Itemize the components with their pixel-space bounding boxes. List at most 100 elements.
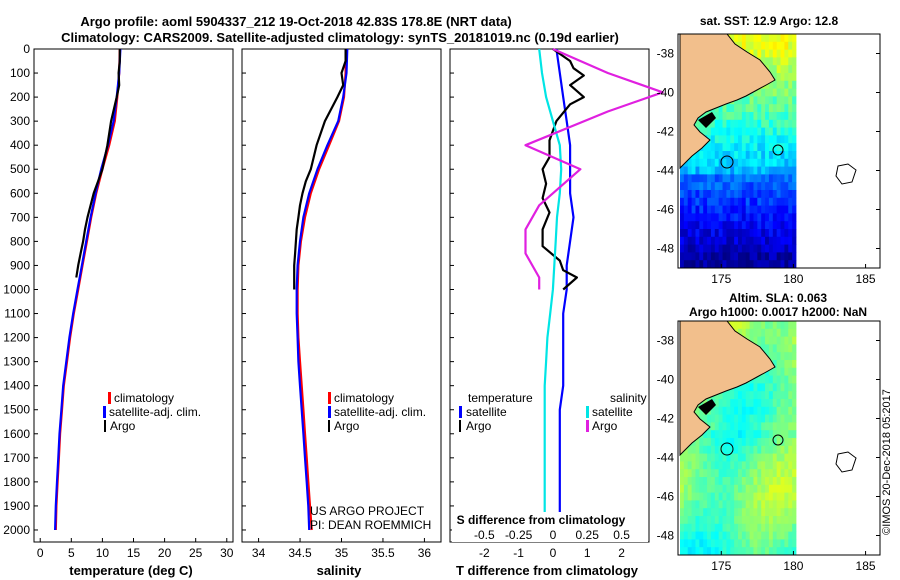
heatmap-cell — [741, 158, 747, 167]
heatmap-cell — [784, 469, 789, 478]
heatmap-cell — [738, 182, 743, 191]
heatmap-cell — [749, 391, 754, 400]
heatmap-cell — [714, 461, 720, 470]
heatmap-cell — [749, 174, 754, 183]
heatmap-cell — [730, 213, 735, 222]
legend-swatch-climatology — [328, 392, 331, 404]
heatmap-cell — [687, 516, 692, 525]
heatmap-cell — [699, 500, 704, 509]
heatmap-cell — [749, 143, 754, 152]
heatmap-cell — [741, 112, 747, 121]
legend-swatch-argo — [328, 420, 330, 432]
heatmap-cell — [749, 197, 754, 206]
heatmap-cell — [792, 119, 797, 128]
heatmap-cell — [738, 500, 743, 509]
heatmap-cell — [714, 158, 720, 167]
heatmap-cell — [714, 391, 720, 400]
heatmap-cell — [714, 119, 720, 128]
heatmap-cell — [780, 135, 785, 144]
heatmap-cell — [765, 260, 770, 269]
heatmap-cell — [734, 205, 739, 214]
heatmap-cell — [776, 158, 781, 167]
heatmap-cell — [772, 383, 778, 392]
heatmap-cell — [784, 399, 789, 408]
heatmap-cell — [780, 516, 785, 525]
heatmap-cell — [792, 367, 797, 376]
heatmap-cell — [784, 516, 789, 525]
heatmap-cell — [780, 244, 785, 253]
heatmap-cell — [792, 80, 797, 89]
heatmap-cell — [761, 112, 766, 121]
heatmap-cell — [765, 500, 770, 509]
heatmap-cell — [780, 430, 785, 439]
heatmap-cell — [784, 391, 789, 400]
heatmap-cell — [745, 422, 750, 431]
heatmap-cell — [772, 336, 778, 345]
heatmap-cell — [741, 321, 747, 330]
heatmap-cell — [738, 197, 743, 206]
heatmap-cell — [726, 221, 731, 230]
heatmap-cell — [761, 430, 766, 439]
heatmap-cell — [745, 383, 750, 392]
heatmap-cell — [772, 321, 778, 330]
heatmap-cell — [710, 135, 716, 144]
heatmap-cell — [776, 438, 781, 447]
heatmap-cell — [784, 57, 789, 66]
difference-legend: temperature satellite Argo salinity sate… — [459, 391, 647, 433]
heatmap-cell — [788, 321, 793, 330]
depth-tick-label: 1700 — [3, 451, 30, 465]
heatmap-cell — [745, 104, 750, 113]
heatmap-cell — [718, 221, 723, 230]
heatmap-cell — [714, 135, 720, 144]
heatmap-cell — [695, 236, 700, 245]
heatmap-cell — [792, 422, 797, 431]
heatmap-cell — [726, 182, 731, 191]
heatmap-cell — [772, 119, 778, 128]
heatmap-cell — [710, 438, 716, 447]
heatmap-cell — [734, 104, 739, 113]
heatmap-cell — [683, 182, 689, 191]
heatmap-cell — [687, 445, 692, 454]
heatmap-cell — [718, 127, 723, 136]
heatmap-cell — [710, 414, 716, 423]
heatmap-cell — [707, 244, 712, 253]
heatmap-cell — [680, 469, 685, 478]
heatmap-cell — [784, 244, 789, 253]
heatmap-cell — [691, 252, 696, 261]
heatmap-cell — [757, 438, 762, 447]
heatmap-cell — [772, 360, 778, 369]
heatmap-cell — [788, 344, 793, 353]
heatmap-cell — [780, 391, 785, 400]
heatmap-cell — [792, 539, 797, 548]
credit-pi: PI: DEAN ROEMMICH — [310, 518, 431, 532]
heatmap-cell — [792, 453, 797, 462]
heatmap-cell — [780, 119, 785, 128]
heatmap-cell — [792, 135, 797, 144]
heatmap-cell — [780, 336, 785, 345]
heatmap-cell — [776, 73, 781, 82]
heatmap-cell — [718, 438, 723, 447]
heatmap-cell — [772, 328, 778, 337]
heatmap-cell — [768, 252, 774, 261]
heatmap-cell — [680, 174, 685, 183]
heatmap-cell — [745, 516, 750, 525]
heatmap-cell — [776, 523, 781, 532]
heatmap-cell — [718, 182, 723, 191]
heatmap-cell — [683, 174, 689, 183]
heatmap-cell — [788, 213, 793, 222]
heatmap-cell — [691, 484, 696, 493]
heatmap-cell — [707, 151, 712, 160]
heatmap-cell — [776, 430, 781, 439]
heatmap-cell — [784, 352, 789, 361]
heatmap-cell — [726, 453, 731, 462]
heatmap-cell — [753, 41, 758, 50]
heatmap-cell — [765, 190, 770, 199]
heatmap-cell — [699, 252, 704, 261]
heatmap-cell — [757, 229, 762, 238]
heatmap-cell — [761, 328, 766, 337]
heatmap-cell — [792, 500, 797, 509]
heatmap-cell — [784, 523, 789, 532]
heatmap-cell — [680, 260, 685, 269]
salinity-axes-frame — [241, 48, 442, 543]
heatmap-cell — [695, 252, 700, 261]
